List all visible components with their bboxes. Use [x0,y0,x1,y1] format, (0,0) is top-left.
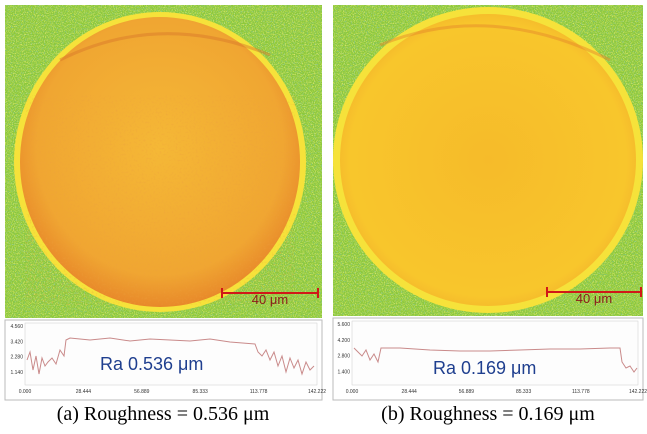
y-tick-label: 4.560 [10,324,23,330]
surface-image-a [5,5,322,318]
x-tick-label: 56.889 [459,389,475,395]
x-tick-label: 85.333 [516,389,532,395]
caption: (a) Roughness = 0.536 μm [57,403,270,425]
x-tick-label: 0.000 [19,389,32,395]
y-tick-label: 1.400 [337,370,350,376]
surface-image-b [333,5,643,316]
y-tick-label: 2.280 [10,355,23,361]
x-tick-label: 85.333 [193,389,209,395]
figure: 40 μm Ra 0.536 μm (a) Roughness = 0.536 μm… [0,0,647,434]
scale-bar-label: 40 μm [252,292,288,307]
y-tick-label: 4.200 [337,338,350,344]
y-tick-label: 2.800 [337,354,350,360]
x-tick-label: 113.778 [572,389,590,395]
caption: (b) Roughness = 0.169 μm [381,403,595,425]
x-tick-label: 56.889 [134,389,150,395]
x-tick-label: 28.444 [76,389,92,395]
ra-label: Ra 0.169 μm [433,358,536,378]
page: {"panels": [ {"scale_bar": "40 μm", "ra_… [0,0,647,434]
y-tick-label: 1.140 [10,370,23,376]
ra-label: Ra 0.536 μm [100,354,203,374]
scale-bar-label: 40 μm [576,291,612,306]
x-tick-label: 113.778 [250,389,268,395]
x-tick-label: 142.222 [308,389,326,395]
x-tick-label: 28.444 [402,389,418,395]
y-tick-label: 3.420 [10,339,23,345]
x-tick-label: 0.000 [346,389,359,395]
y-tick-label: 5.600 [337,322,350,328]
x-tick-label: 142.222 [629,389,647,395]
